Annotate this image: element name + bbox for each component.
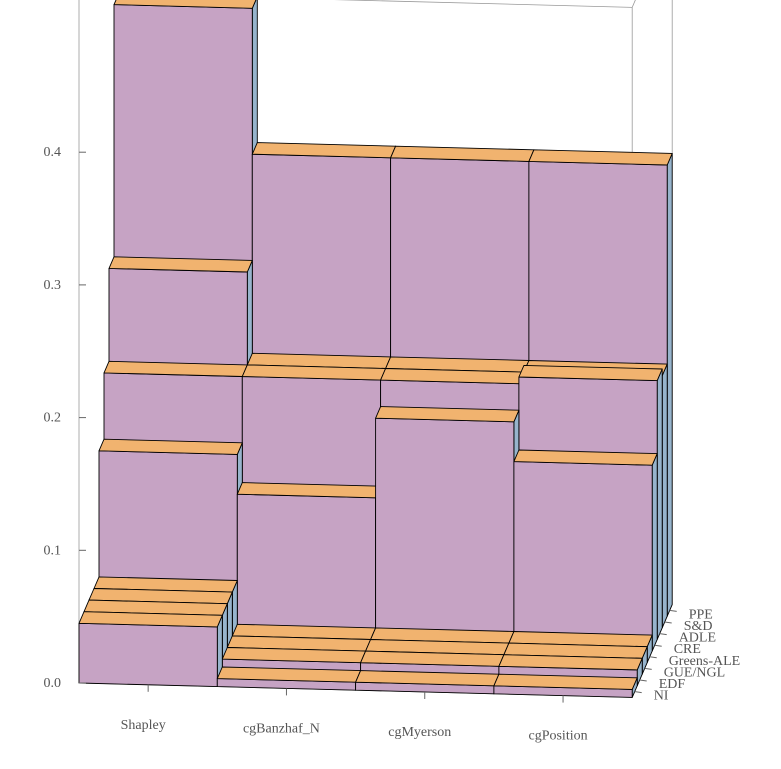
x-tick-label: cgPosition (528, 729, 587, 744)
y-tick-label: PPE (689, 607, 713, 622)
bar-top-face (98, 438, 243, 455)
y-tick-mark (639, 679, 647, 682)
bar-top-face (78, 611, 223, 628)
bar-top-face (498, 654, 643, 671)
frame-edge (334, 0, 633, 8)
bar-front-face (513, 461, 653, 652)
y-tick-label: GUE/NGL (664, 665, 725, 680)
y-tick-mark (664, 621, 672, 624)
y-tick-label: Greens-ALE (669, 654, 741, 669)
x-tick-label: cgBanzhaf_N (243, 721, 320, 736)
bar-top-face (513, 449, 658, 466)
y-tick-mark (659, 633, 667, 636)
bar-top-face (528, 149, 673, 166)
y-tick-label: CRE (674, 642, 701, 657)
bar-front-face (78, 622, 218, 688)
y-tick-mark (649, 656, 657, 659)
bar-cgPosition-NI (493, 673, 638, 698)
bar-side-face (666, 152, 673, 617)
z-tick-label: 0.2 (44, 411, 62, 426)
y-tick-label: S&D (684, 619, 713, 634)
bar-side-face (661, 363, 668, 629)
y-tick-label: NI (654, 689, 669, 704)
z-tick-label: 0.3 (44, 278, 62, 293)
y-tick-mark (644, 667, 652, 670)
bar-cgBanzhaf_N-NI (216, 666, 362, 691)
z-tick-label: 0.0 (44, 676, 62, 691)
bar-cgPosition-CRE (513, 449, 658, 652)
bar-side-face (651, 453, 658, 652)
axes: 0.0 0.1 0.2 0.3 0.4 Shapley cgBanzhaf_N cgMyers… (44, 145, 741, 743)
y-tick-label: ADLE (679, 631, 716, 646)
bar-front-face (236, 493, 377, 645)
bar-front-face (375, 417, 515, 648)
bar-top-face (108, 256, 253, 273)
bar-Shapley-NI (78, 611, 223, 688)
bar-top-face (493, 673, 638, 690)
bar-cgMyerson-CRE (375, 406, 520, 648)
bar-cgBanzhaf_N-CRE (236, 482, 382, 645)
y-tick-mark (669, 609, 677, 612)
y-tick-label: EDF (659, 677, 686, 692)
y-tick-mark (634, 691, 642, 694)
frame-edge (631, 0, 636, 8)
bar-cgMyerson-NI (355, 670, 500, 695)
bar-top-face (113, 0, 257, 9)
x-tick-label: cgMyerson (388, 725, 451, 740)
bars (78, 0, 673, 698)
bar-side-face (656, 368, 663, 640)
y-tick-mark (654, 644, 662, 647)
bar-top-face (518, 364, 663, 382)
x-tick-label: Shapley (121, 718, 166, 733)
z-tick-label: 0.1 (44, 543, 62, 558)
z-tick-label: 0.4 (44, 145, 62, 160)
bar-top-face (375, 406, 520, 423)
